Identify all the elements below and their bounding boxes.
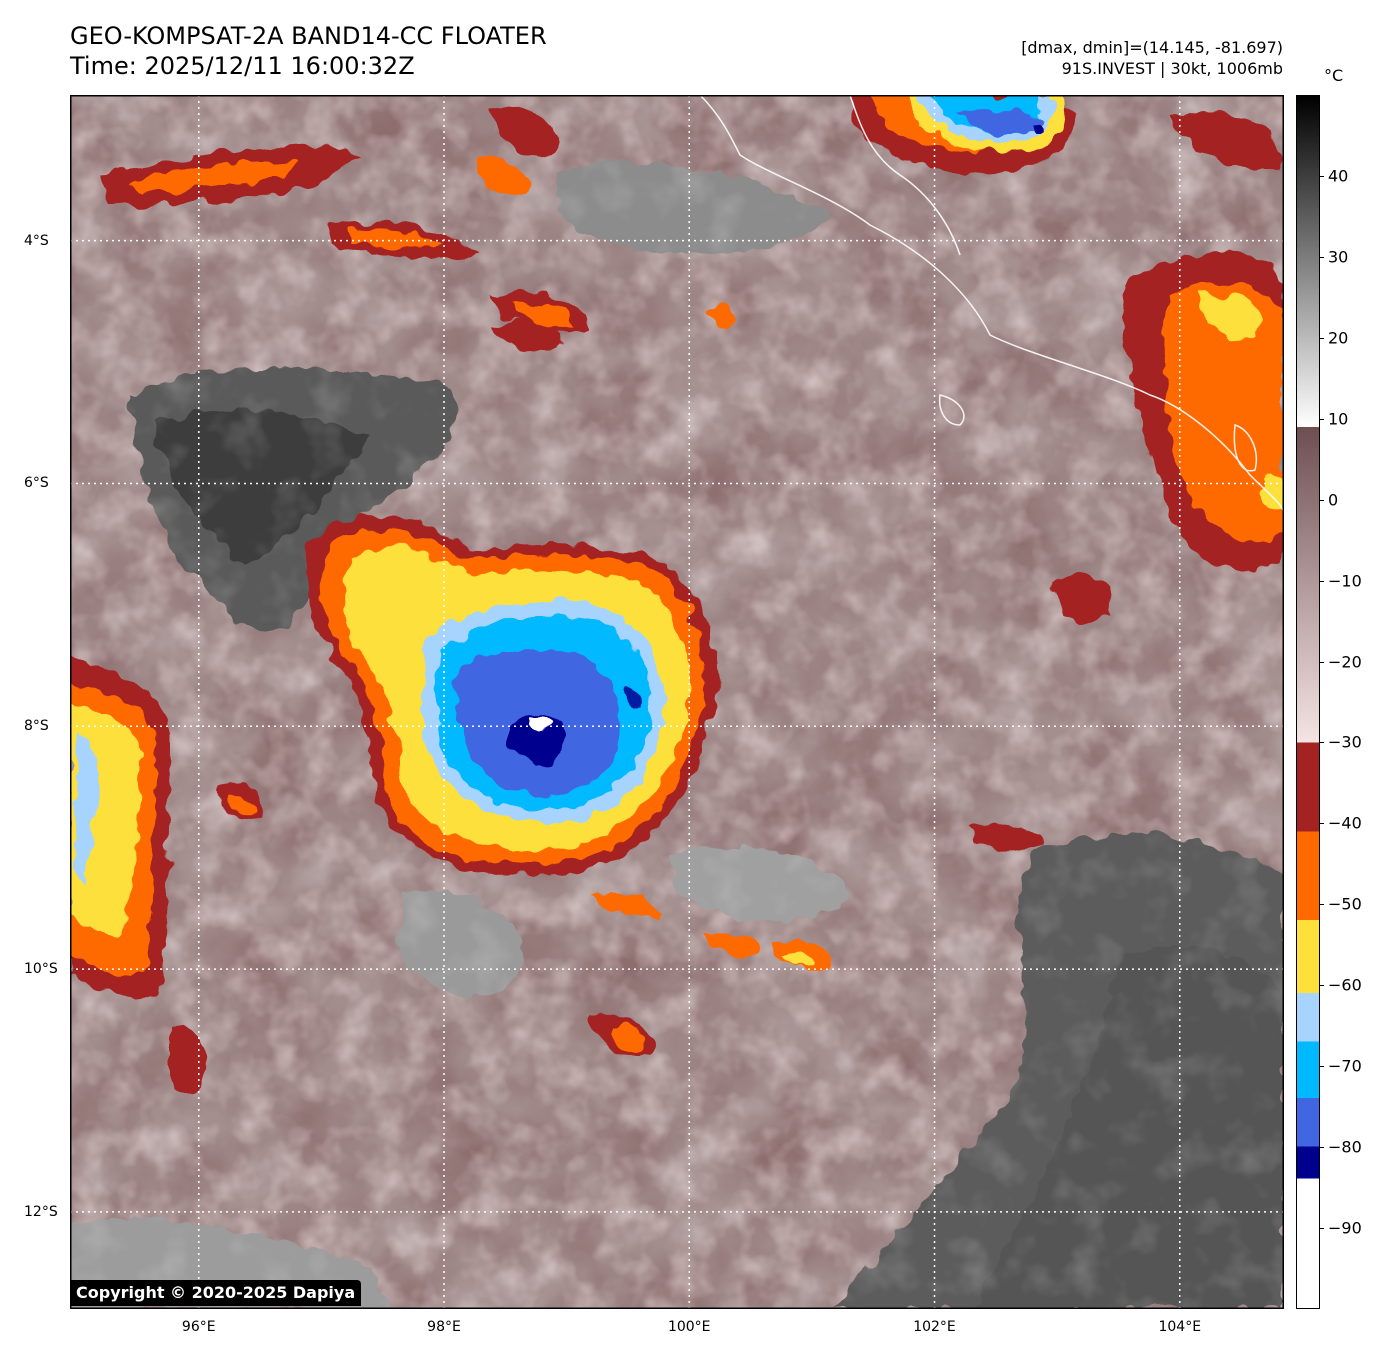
colorbar-tick	[1319, 175, 1324, 177]
temperature-colorbar	[1296, 95, 1320, 1309]
colorbar-tick	[1319, 985, 1324, 987]
image-title: GEO-KOMPSAT-2A BAND14-CC FLOATER	[70, 22, 547, 50]
latitude-label: 10°S	[24, 961, 58, 978]
longitude-label: 100°E	[667, 1319, 711, 1335]
northern-cold-tops	[910, 95, 1064, 152]
graticule	[70, 95, 1284, 1309]
storm-info-label: 91S.INVEST | 30kt, 1006mb	[1061, 59, 1283, 78]
latitude-label: 6°S	[24, 475, 49, 492]
latitude-label: 12°S	[24, 1203, 58, 1220]
colorbar-tick	[1319, 742, 1324, 744]
colorbar-tick-label: −20	[1328, 652, 1362, 672]
colorbar-tick-label: −60	[1328, 975, 1362, 995]
colorbar-tick-label: −30	[1328, 732, 1362, 752]
storm-core-white	[528, 717, 552, 732]
colorbar-tick-label: 10	[1328, 409, 1349, 429]
longitude-label: 96°E	[181, 1319, 216, 1335]
colorbar-tick	[1319, 904, 1324, 906]
storm-91s	[305, 515, 717, 876]
satellite-map[interactable]	[70, 95, 1284, 1309]
latitude-label: 4°S	[24, 232, 49, 249]
colorbar-tick-label: 0	[1328, 490, 1339, 510]
colorbar-tick	[1319, 823, 1324, 825]
longitude-label: 104°E	[1158, 1319, 1202, 1335]
colorbar-tick	[1319, 337, 1324, 339]
copyright-badge: Copyright © 2020-2025 Dapiya	[70, 1280, 362, 1306]
colorbar-tick-label: 30	[1328, 247, 1349, 267]
colorbar-tick	[1319, 1147, 1324, 1149]
colorbar-tick-label: −50	[1328, 894, 1362, 914]
coastline	[699, 95, 1284, 516]
colorbar-tick-label: −70	[1328, 1056, 1362, 1076]
colorbar-tick	[1319, 1066, 1324, 1068]
map-border	[70, 95, 1284, 1309]
colorbar-tick-label: −90	[1328, 1218, 1362, 1238]
longitude-label: 98°E	[427, 1319, 461, 1335]
colorbar-tick	[1319, 661, 1324, 663]
colorbar-tick-label: −80	[1328, 1137, 1362, 1157]
colorbar-unit: °C	[1324, 66, 1344, 85]
colorbar-tick-label: −40	[1328, 813, 1362, 833]
colorbar-tick-label: 20	[1328, 328, 1349, 348]
longitude-label: 102°E	[913, 1319, 956, 1335]
colorbar-tick	[1319, 499, 1324, 501]
colorbar-tick-label: −10	[1328, 571, 1362, 591]
colorbar-tick	[1319, 1228, 1324, 1230]
image-timestamp: Time: 2025/12/11 16:00:32Z	[70, 52, 415, 80]
data-range-label: [dmax, dmin]=(14.145, -81.697)	[1021, 38, 1283, 57]
colorbar-tick-label: 40	[1328, 166, 1349, 186]
colorbar-tick	[1319, 580, 1324, 582]
colorbar-tick	[1319, 256, 1324, 258]
latitude-label: 8°S	[24, 718, 49, 735]
colorbar-tick	[1319, 418, 1324, 420]
